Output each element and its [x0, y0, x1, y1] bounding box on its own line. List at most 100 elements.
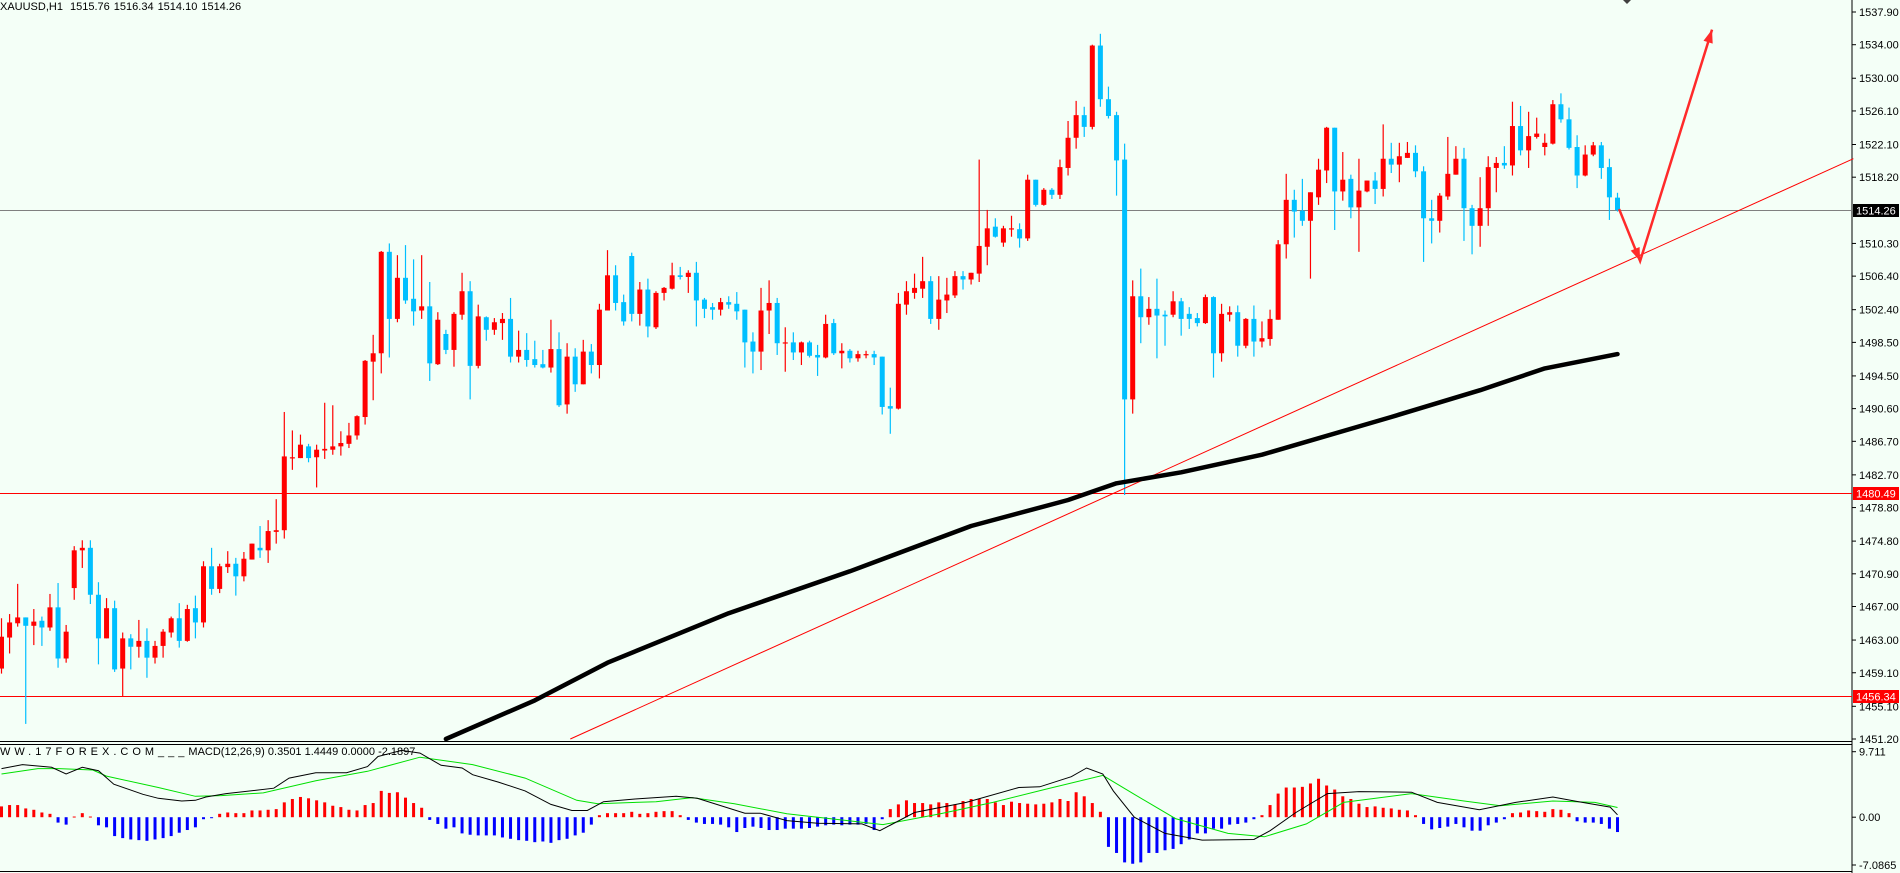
candle-body	[346, 435, 352, 444]
macd-histogram-bar	[1018, 803, 1022, 818]
bear-candle	[693, 261, 699, 327]
axis-tick-label: 1530.00	[1859, 73, 1899, 85]
bull-candle	[346, 422, 352, 449]
macd-histogram-bar	[1066, 801, 1070, 818]
symbol-label: XAUUSD,H1	[0, 1, 63, 13]
axis-tick-label: 1482.70	[1859, 470, 1899, 482]
candle-body	[265, 531, 271, 551]
bear-candle	[23, 617, 29, 724]
bull-candle	[1219, 303, 1225, 362]
candle-body	[55, 607, 61, 659]
macd-histogram-bar	[1559, 809, 1563, 818]
bull-candle	[1550, 100, 1556, 145]
candle-body	[1089, 45, 1095, 127]
level-price-label: 1456.34	[1856, 692, 1896, 704]
candle-body	[1364, 180, 1370, 192]
bull-candle	[1453, 146, 1459, 175]
level-price-tag	[1853, 487, 1899, 500]
macd-histogram-bar	[727, 817, 731, 828]
bull-candle	[160, 629, 166, 658]
macd-histogram-bar	[1438, 817, 1442, 828]
candle-body	[1243, 318, 1249, 346]
candle-body	[920, 281, 926, 289]
macd-histogram-bar	[1510, 813, 1514, 818]
macd-value-2: 1.4449	[304, 746, 339, 758]
candle-body	[31, 621, 37, 626]
macd-histogram-bar	[1470, 817, 1474, 831]
macd-histogram-bar	[832, 817, 836, 825]
candle-body	[136, 640, 142, 647]
level-price-tag	[1853, 690, 1899, 703]
bull-candle	[31, 609, 37, 646]
candle-body	[273, 530, 279, 532]
candle-body	[459, 291, 465, 315]
macd-histogram-bar	[880, 817, 884, 820]
bear-candle	[645, 278, 651, 338]
macd-histogram-bar	[606, 813, 609, 818]
candle-body	[1566, 119, 1572, 148]
bull-candle	[225, 551, 231, 573]
candle-body	[693, 272, 699, 301]
bull-candle	[912, 273, 918, 299]
bull-candle	[249, 543, 255, 560]
macd-histogram-bar	[1292, 787, 1296, 818]
candle-body	[1170, 301, 1176, 315]
macd-histogram-bar	[1389, 808, 1393, 818]
macd-histogram-bar	[1212, 817, 1215, 829]
candle-body	[605, 275, 610, 311]
macd-histogram-bar	[1551, 809, 1555, 818]
macd-histogram-bar	[1268, 805, 1272, 818]
macd-histogram-bar	[1333, 789, 1337, 818]
macd-histogram-bar	[105, 817, 109, 828]
candle-body	[685, 272, 691, 277]
candle-body	[1534, 133, 1540, 137]
bear-candle	[1299, 178, 1305, 226]
candle-body	[15, 617, 21, 624]
bull-candle	[1582, 145, 1588, 177]
candle-body	[370, 353, 376, 362]
bull-candle	[839, 343, 845, 369]
macd-histogram-bar	[169, 817, 173, 837]
low-value: 1514.10	[157, 1, 198, 13]
macd-histogram-bar	[1599, 817, 1603, 824]
candle-body	[1324, 127, 1330, 171]
candle-body	[1033, 179, 1039, 205]
macd-histogram-bar	[210, 817, 214, 819]
axis-tick-label: 1486.70	[1859, 436, 1899, 448]
bull-candle	[1534, 117, 1540, 139]
macd-histogram-bar	[80, 813, 84, 818]
macd-histogram-bar	[896, 804, 900, 818]
macd-histogram-bar	[363, 805, 367, 818]
candle-body	[952, 276, 958, 296]
candle-body	[491, 322, 497, 330]
bear-candle	[621, 294, 627, 326]
macd-histogram-bar	[1502, 817, 1506, 820]
bull-candle	[1380, 124, 1386, 197]
candle-body	[1130, 296, 1136, 400]
candle-body	[1437, 195, 1443, 221]
bull-candle	[1445, 136, 1451, 200]
bull-candle	[1041, 188, 1047, 206]
bull-candle	[766, 280, 772, 334]
macd-histogram-bar	[1397, 809, 1401, 818]
macd-histogram-bar	[937, 802, 941, 818]
bull-candle	[1509, 101, 1515, 176]
candle-body	[1445, 173, 1451, 197]
candle-body	[483, 317, 489, 330]
bear-candle	[774, 297, 780, 355]
macd-histogram-bar	[888, 809, 892, 818]
macd-histogram-bar	[1074, 792, 1078, 818]
macd-histogram-bar	[371, 803, 375, 818]
macd-label: MACD(12,26,9)	[188, 746, 265, 758]
candle-body	[1267, 318, 1273, 340]
candle-body	[306, 446, 312, 459]
macd-histogram-bar	[1462, 817, 1466, 828]
bull-candle	[1396, 142, 1402, 183]
bear-candle	[176, 603, 182, 648]
bear-candle	[871, 350, 877, 366]
macd-histogram-bar	[557, 817, 561, 841]
candle-body	[1526, 136, 1532, 151]
bull-candle	[1316, 158, 1322, 205]
candle-body	[1219, 313, 1225, 354]
